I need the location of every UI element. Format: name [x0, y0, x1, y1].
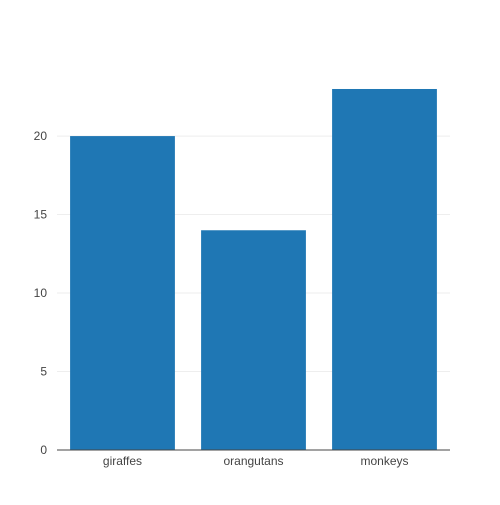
bar-giraffes[interactable] — [70, 136, 175, 450]
tick-labels: 0 5 10 15 20 giraffes orangutans monkeys — [34, 129, 409, 468]
bar-monkeys[interactable] — [332, 88, 437, 450]
y-tick-label: 15 — [34, 208, 48, 222]
x-tick-label-orangutans: orangutans — [223, 454, 283, 468]
y-tick-label: 5 — [40, 365, 47, 379]
y-tick-label: 10 — [34, 286, 48, 300]
bar-orangutans[interactable] — [201, 230, 306, 450]
x-tick-label-monkeys: monkeys — [360, 454, 408, 468]
x-tick-label-giraffes: giraffes — [103, 454, 142, 468]
y-tick-label: 20 — [34, 129, 48, 143]
y-tick-label: 0 — [40, 443, 47, 457]
bars — [70, 88, 437, 450]
